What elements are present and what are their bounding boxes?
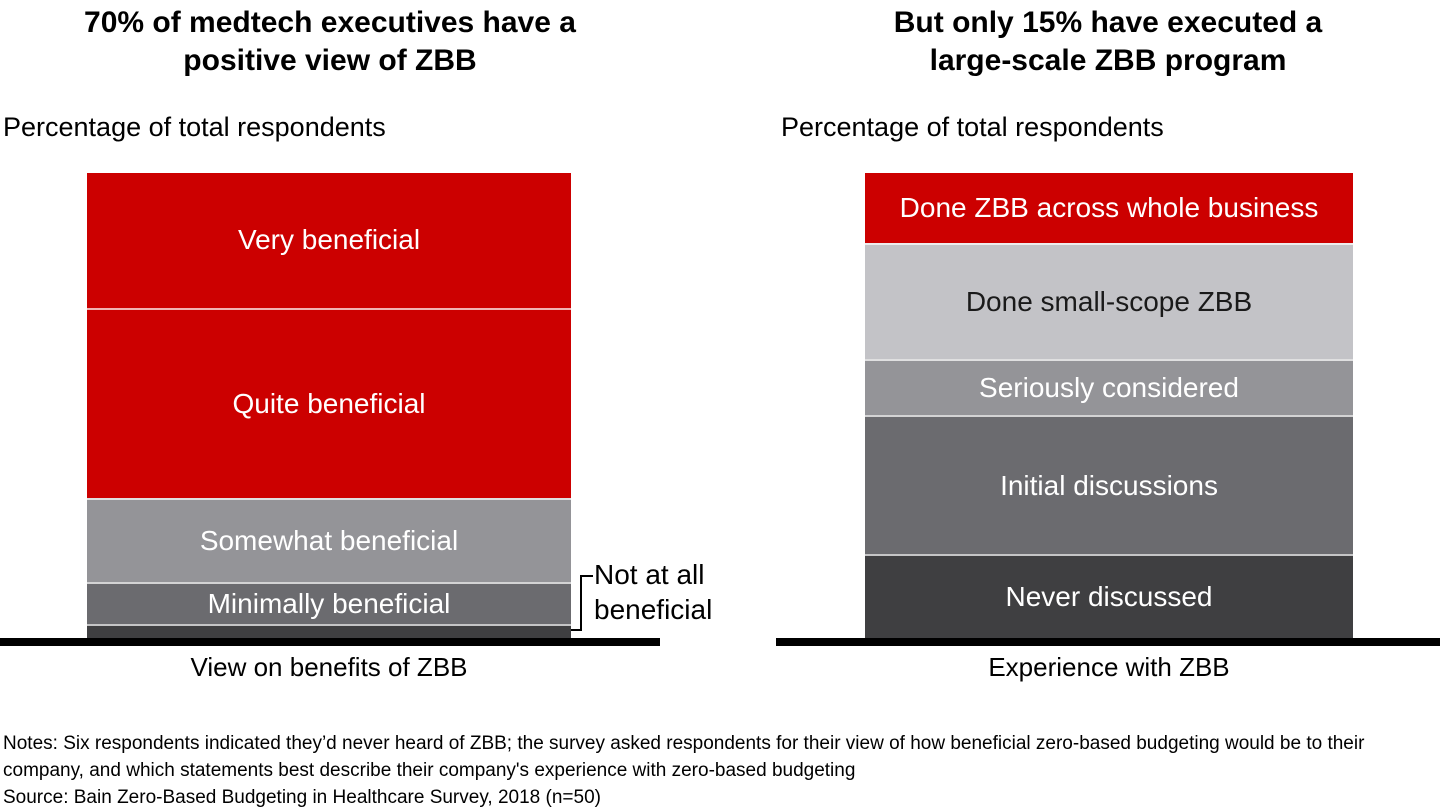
bar-segment: Never discussed xyxy=(865,554,1353,638)
not-at-all-callout-bracket xyxy=(571,575,593,631)
bar-segment-label: Initial discussions xyxy=(1000,469,1218,501)
left-chart-title-line-1: 70% of medtech executives have a xyxy=(84,6,576,39)
bar-segment: Somewhat beneficial xyxy=(87,498,571,583)
footnotes: Notes: Six respondents indicated they’d … xyxy=(3,730,1364,810)
bar-segment: Seriously considered xyxy=(865,359,1353,415)
bar-segment-label: Seriously considered xyxy=(979,371,1239,403)
left-x-axis-label: View on benefits of ZBB xyxy=(190,652,468,682)
left-stacked-bar: Very beneficial Quite beneficial Somewhat … xyxy=(87,173,571,638)
bar-segment-label: Somewhat beneficial xyxy=(199,525,459,557)
not-at-all-callout-label: Not at all beneficial xyxy=(594,557,712,627)
bar-segment: Minimally beneficial xyxy=(87,582,571,625)
bar-segment: Initial discussions xyxy=(865,414,1353,555)
right-x-axis-label: Experience with ZBB xyxy=(988,652,1230,682)
bar-segment-label: Quite beneficial xyxy=(232,388,426,420)
right-x-axis-line xyxy=(776,638,1440,646)
callout-line-2: beneficial xyxy=(594,594,713,625)
right-stacked-bar: Done ZBB across whole business Done small… xyxy=(865,173,1353,638)
left-chart-title: 70% of medtech executives have a positive… xyxy=(0,4,660,80)
bar-segment xyxy=(87,624,571,638)
notes-line-2: company, and which statements best descr… xyxy=(3,760,856,781)
bar-segment-label: Done ZBB across whole business xyxy=(899,191,1319,223)
notes-line-1: Notes: Six respondents indicated they’d … xyxy=(3,733,1365,754)
left-chart-subtitle: Percentage of total respondents xyxy=(3,112,386,142)
left-x-axis-line xyxy=(0,638,660,646)
bar-segment-label: Never discussed xyxy=(1005,581,1213,613)
callout-line-1: Not at all xyxy=(594,559,705,590)
bar-segment: Done ZBB across whole business xyxy=(865,173,1353,243)
bar-segment: Very beneficial xyxy=(87,173,571,308)
source-line: Source: Bain Zero-Based Budgeting in Hea… xyxy=(3,787,601,808)
left-chart-title-line-2: positive view of ZBB xyxy=(183,44,477,77)
bar-segment-label: Done small-scope ZBB xyxy=(965,285,1253,317)
right-chart-title-line-1: But only 15% have executed a xyxy=(893,6,1323,39)
right-chart-title-line-2: large-scale ZBB program xyxy=(929,44,1287,77)
right-chart-subtitle: Percentage of total respondents xyxy=(781,112,1164,142)
bar-segment: Done small-scope ZBB xyxy=(865,242,1353,359)
right-chart-title: But only 15% have executed a large-scale … xyxy=(776,4,1440,80)
bar-segment-label: Very beneficial xyxy=(237,224,421,256)
bar-segment: Quite beneficial xyxy=(87,307,571,499)
bar-segment-label: Minimally beneficial xyxy=(207,588,451,620)
